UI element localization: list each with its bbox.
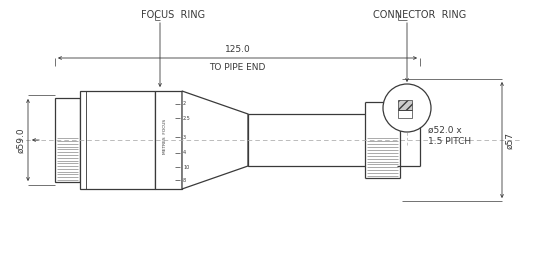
Bar xyxy=(398,110,412,118)
Text: ø52.0 x
1.5 PITCH: ø52.0 x 1.5 PITCH xyxy=(428,126,471,147)
Text: ø57: ø57 xyxy=(505,131,514,148)
Text: 3: 3 xyxy=(183,135,186,140)
Bar xyxy=(398,100,412,110)
Text: 8: 8 xyxy=(183,178,186,183)
Text: 2.5: 2.5 xyxy=(183,116,191,121)
Text: 125.0: 125.0 xyxy=(224,45,250,54)
Text: METRES  FOCUS: METRES FOCUS xyxy=(163,118,167,153)
Bar xyxy=(248,114,365,166)
Text: TO PIPE END: TO PIPE END xyxy=(210,63,266,72)
Bar xyxy=(80,91,155,189)
Text: 2: 2 xyxy=(183,101,186,106)
Text: 10: 10 xyxy=(183,165,189,170)
Polygon shape xyxy=(182,91,248,189)
Circle shape xyxy=(383,84,431,132)
Text: CONNECTOR  RING: CONNECTOR RING xyxy=(373,10,466,20)
Text: 4: 4 xyxy=(183,150,186,155)
Text: ø59.0: ø59.0 xyxy=(16,127,25,153)
Bar xyxy=(55,98,80,182)
Bar xyxy=(155,91,182,189)
Text: FOCUS  RING: FOCUS RING xyxy=(141,10,205,20)
